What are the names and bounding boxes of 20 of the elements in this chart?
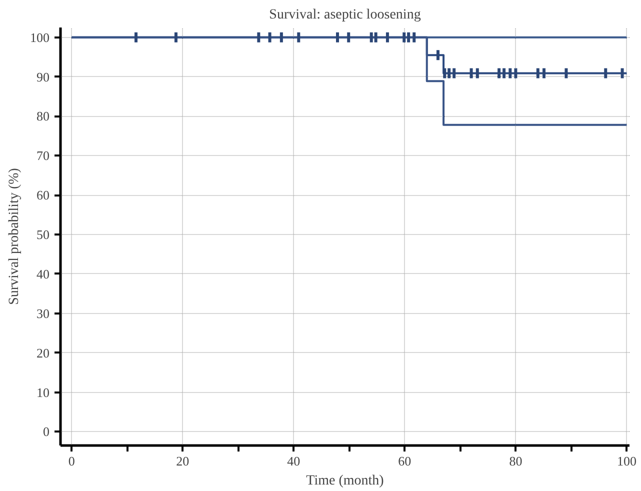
y-tick-label: 70 — [36, 148, 50, 164]
y-tick-label: 90 — [36, 69, 50, 84]
y-tick-label: 10 — [36, 384, 50, 400]
y-tick-label: 80 — [36, 108, 50, 124]
x-tick-label: 60 — [398, 454, 412, 468]
chart-title: Survival: aseptic loosening — [269, 8, 421, 22]
y-tick-label: 40 — [36, 266, 50, 282]
y-tick-label: 30 — [36, 306, 50, 321]
x-tick-label: 40 — [287, 454, 300, 468]
x-tick-label: 0 — [68, 454, 75, 468]
x-tick-label: 20 — [176, 454, 190, 468]
x-tick-label: 100 — [616, 454, 636, 468]
y-tick-label: 50 — [36, 227, 50, 242]
x-axis-title: Time (month) — [306, 474, 384, 488]
y-axis-title: Survival probability (%) — [7, 168, 22, 305]
y-tick-label: 20 — [36, 345, 50, 360]
y-tick-label: 0 — [43, 424, 50, 440]
y-tick-label: 60 — [36, 188, 50, 203]
x-tick-label: 80 — [509, 454, 522, 468]
y-tick-label: 100 — [30, 30, 50, 45]
